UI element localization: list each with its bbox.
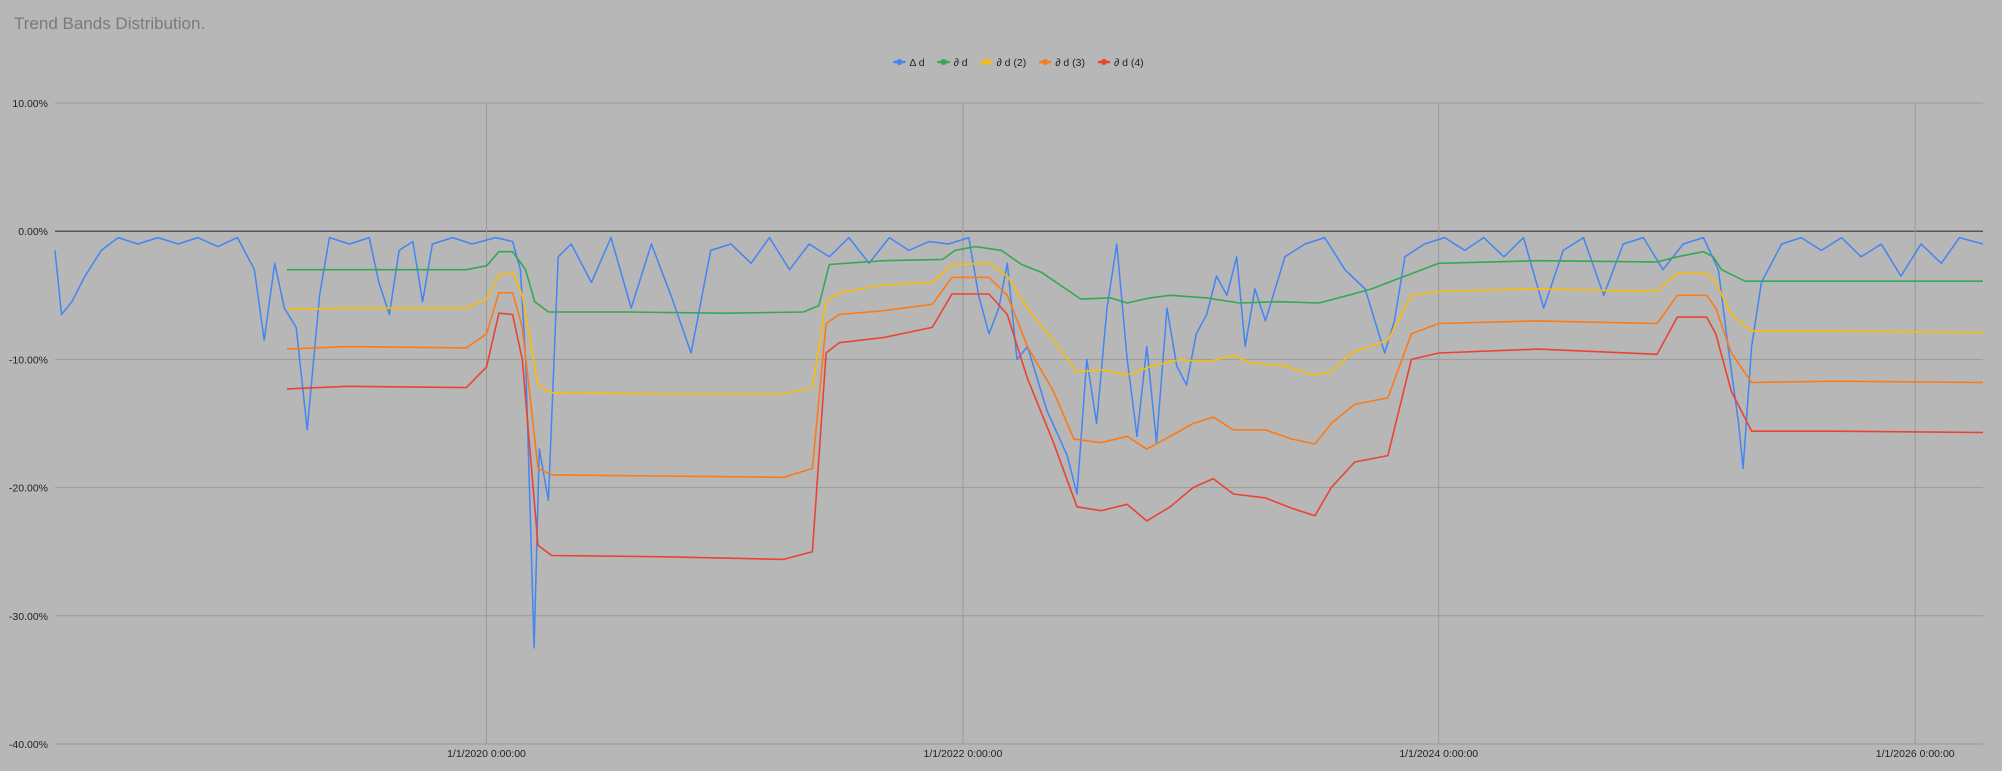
series-line-5 bbox=[286, 293, 1984, 561]
grid-lines bbox=[55, 102, 1983, 745]
legend: Δ d ∂ d ∂ d (2) ∂ d (3) ∂ d (4) bbox=[893, 57, 1144, 69]
legend-label: ∂ d (3) bbox=[1055, 57, 1085, 69]
series-line-2 bbox=[287, 245, 1983, 315]
legend-item-3: ∂ d (2) bbox=[980, 57, 1027, 69]
legend-marker bbox=[1042, 59, 1049, 65]
series-line-3 bbox=[286, 262, 1984, 395]
legend-marker bbox=[896, 59, 903, 65]
legend-label: ∂ d bbox=[954, 57, 968, 69]
y-tick-label: 0.00% bbox=[18, 226, 48, 238]
legend-label: ∂ d (4) bbox=[1114, 57, 1144, 69]
x-tick-label: 1/1/2024 0:00:00 bbox=[1399, 748, 1478, 760]
y-tick-label: 10.00% bbox=[12, 98, 48, 110]
legend-marker bbox=[940, 59, 947, 65]
series-line-4 bbox=[286, 276, 1984, 479]
y-tick-label: -40.00% bbox=[9, 739, 48, 751]
x-tick-label: 1/1/2022 0:00:00 bbox=[924, 748, 1003, 760]
legend-marker bbox=[1100, 59, 1107, 65]
legend-label: ∂ d (2) bbox=[997, 57, 1027, 69]
series-line-1 bbox=[54, 236, 1984, 649]
legend-label: Δ d bbox=[909, 57, 924, 69]
y-tick-label: -30.00% bbox=[9, 611, 48, 623]
legend-item-1: Δ d bbox=[893, 57, 925, 69]
y-tick-label: -20.00% bbox=[9, 483, 48, 495]
legend-marker bbox=[983, 59, 990, 65]
legend-item-4: ∂ d (3) bbox=[1039, 57, 1085, 69]
series-lines bbox=[54, 236, 1984, 649]
chart-title: Trend Bands Distribution. bbox=[14, 14, 206, 33]
legend-item-5: ∂ d (4) bbox=[1097, 57, 1144, 69]
axis-labels: 10.00% 0.00% -10.00% -20.00% -30.00% -40.00% 1… bbox=[9, 98, 1955, 760]
x-tick-label: 1/1/2020 0:00:00 bbox=[447, 748, 526, 760]
legend-item-2: ∂ d bbox=[937, 57, 968, 69]
y-tick-label: -10.00% bbox=[9, 354, 48, 366]
x-tick-label: 1/1/2026 0:00:00 bbox=[1876, 748, 1955, 760]
